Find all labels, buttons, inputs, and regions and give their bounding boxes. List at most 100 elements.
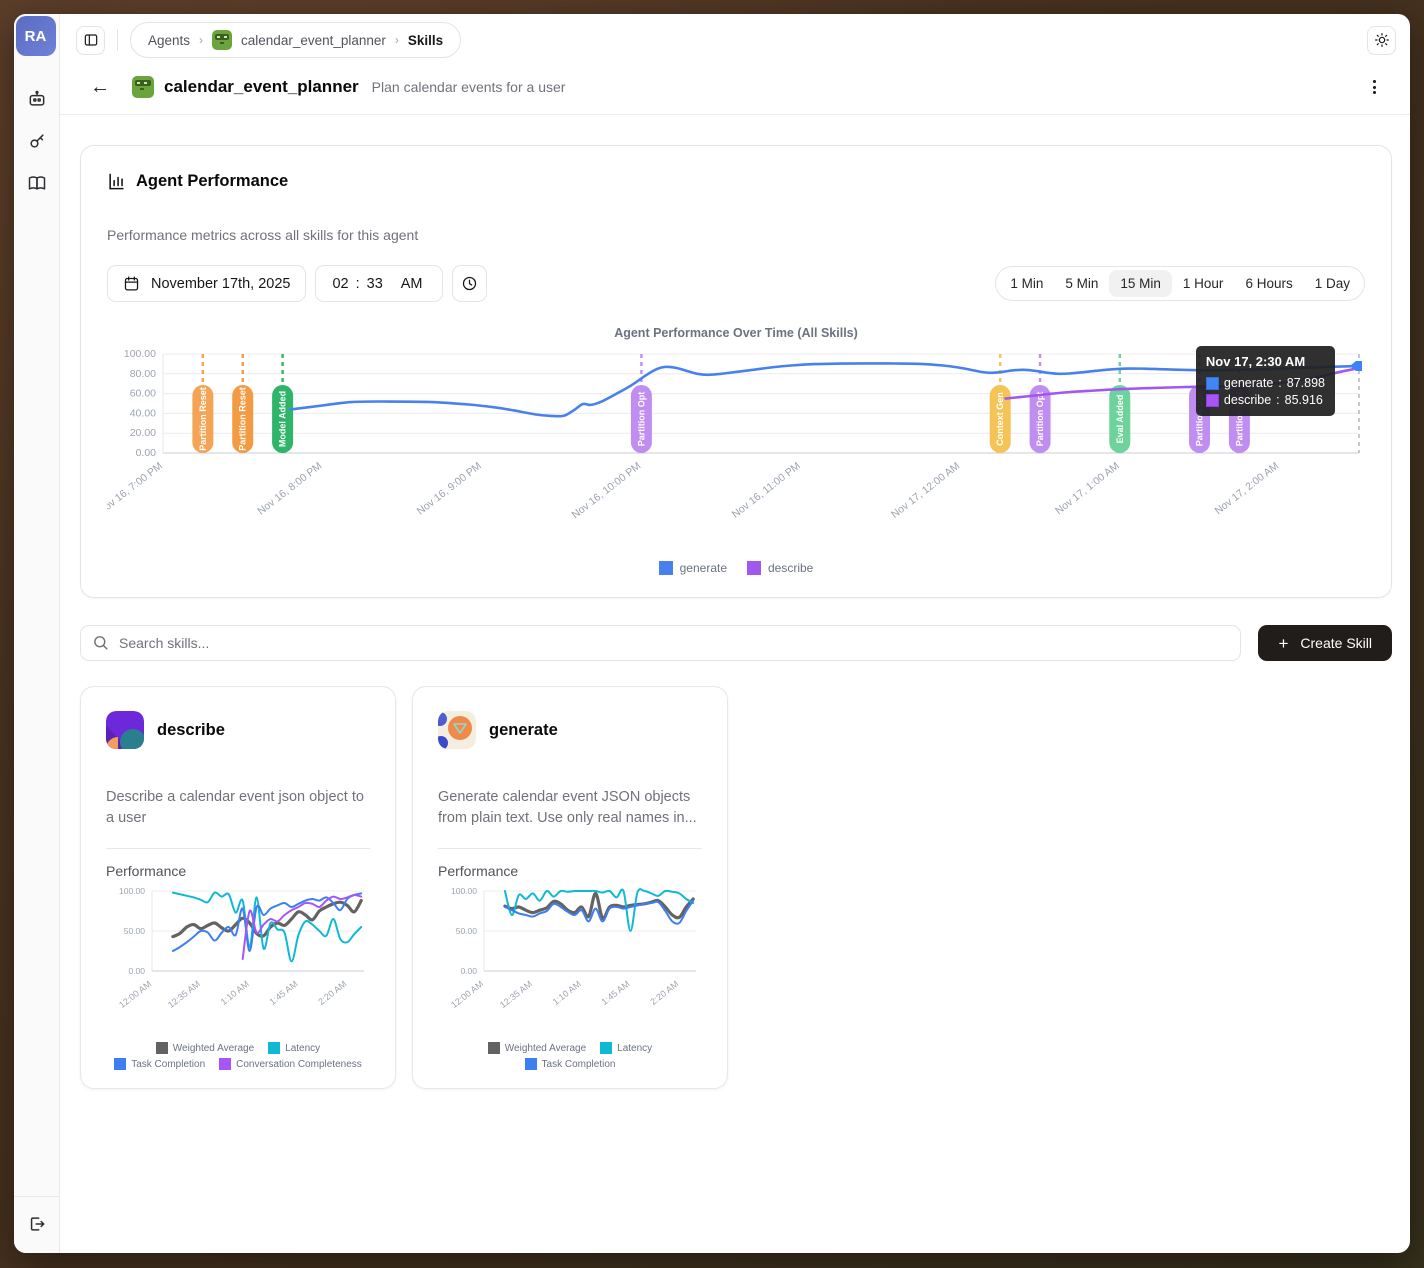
page-content: Agent Performance Performance metrics ac…: [60, 115, 1410, 1253]
svg-text:0.00: 0.00: [136, 447, 157, 459]
svg-text:20.00: 20.00: [130, 427, 156, 439]
svg-text:2:20 AM: 2:20 AM: [316, 979, 348, 1007]
svg-text:2:20 AM: 2:20 AM: [648, 979, 680, 1007]
chevron-right-icon: ›: [199, 33, 204, 47]
svg-text:0.00: 0.00: [460, 966, 477, 976]
mini-chart-label: Performance: [438, 863, 519, 879]
breadcrumb-agents[interactable]: Agents: [148, 32, 191, 48]
skill-cards: describe Describe a calendar event json …: [80, 686, 1392, 1089]
time-minute[interactable]: 33: [366, 275, 383, 292]
range-1-hour[interactable]: 1 Hour: [1182, 276, 1224, 291]
plus-icon: +: [1278, 633, 1289, 653]
svg-text:1:10 AM: 1:10 AM: [219, 979, 251, 1007]
svg-text:Nov 16, 11:00 PM: Nov 16, 11:00 PM: [730, 460, 803, 521]
svg-text:1:45 AM: 1:45 AM: [267, 979, 299, 1007]
date-value: November 17th, 2025: [151, 275, 291, 292]
sidebar-toggle-button[interactable]: [76, 25, 105, 55]
docs-nav-button[interactable]: [24, 170, 50, 196]
theme-toggle-button[interactable]: [1367, 25, 1396, 55]
svg-text:Context Gen: Context Gen: [995, 392, 1005, 446]
svg-text:100.00: 100.00: [119, 886, 145, 896]
agent-performance-card: Agent Performance Performance metrics ac…: [80, 145, 1392, 598]
range-5-min[interactable]: 5 Min: [1065, 276, 1099, 291]
svg-text:50.00: 50.00: [124, 926, 146, 936]
svg-text:12:00 AM: 12:00 AM: [117, 979, 153, 1010]
svg-text:100.00: 100.00: [451, 886, 477, 896]
svg-text:Model Added: Model Added: [278, 391, 288, 447]
sidebar: RA: [14, 14, 60, 1253]
back-button[interactable]: ←: [90, 76, 110, 98]
range-6-hours[interactable]: 6 Hours: [1245, 276, 1293, 291]
generate-skill-icon: [438, 711, 476, 749]
svg-text:Partition Opt: Partition Opt: [1195, 392, 1205, 447]
svg-text:Partition Opt: Partition Opt: [1234, 392, 1244, 447]
create-skill-button[interactable]: + Create Skill: [1258, 625, 1392, 661]
search-input[interactable]: [80, 625, 1242, 661]
skill-description: Describe a calendar event json object to…: [106, 789, 364, 827]
time-period[interactable]: AM: [400, 275, 423, 292]
agents-nav-button[interactable]: [24, 86, 50, 112]
range-15-min[interactable]: 15 Min: [1109, 270, 1172, 297]
page-subtitle: Plan calendar events for a user: [371, 79, 566, 95]
time-hour[interactable]: 02: [332, 275, 349, 292]
page-header: ← calendar_event_planner Plan calendar e…: [60, 64, 1410, 115]
range-1-day[interactable]: 1 Day: [1314, 276, 1350, 291]
agent-avatar-icon: [132, 76, 154, 98]
legend-item: Latency: [268, 1042, 320, 1054]
robot-icon: [29, 90, 44, 106]
svg-text:Nov 16, 8:00 PM: Nov 16, 8:00 PM: [255, 460, 324, 518]
panel-icon: [84, 34, 97, 46]
main-chart-wrap: 0.00 20.00 40.00 60.00 80.00 100.00 Nov 16, 7:…: [96, 344, 1367, 555]
svg-text:Partition Opt: Partition Opt: [636, 392, 646, 447]
range-1-min[interactable]: 1 Min: [1010, 276, 1044, 291]
main-chart-legend: generate describe: [107, 561, 1365, 575]
skill-name: describe: [157, 720, 225, 739]
breadcrumb-skills[interactable]: Skills: [407, 32, 444, 48]
svg-text:Eval Added: Eval Added: [1115, 395, 1125, 444]
date-picker-button[interactable]: November 17th, 2025: [107, 265, 307, 302]
svg-text:100.00: 100.00: [124, 348, 156, 360]
chevron-right-icon: ›: [394, 33, 399, 47]
legend-item: Conversation Completeness: [219, 1058, 362, 1070]
page-title: calendar_event_planner: [164, 77, 359, 96]
svg-text:1:45 AM: 1:45 AM: [599, 979, 631, 1007]
skill-card-describe[interactable]: describe Describe a calendar event json …: [80, 686, 396, 1089]
app-window: RA Agents ›: [14, 14, 1410, 1253]
legend-item: generate: [658, 561, 727, 575]
svg-text:Nov 17, 12:00 AM: Nov 17, 12:00 AM: [889, 460, 962, 521]
legend-item: Latency: [600, 1042, 652, 1054]
describe-skill-icon: [106, 711, 144, 749]
calendar-icon: [124, 276, 139, 291]
time-input[interactable]: 02 : 33 AM: [315, 265, 444, 302]
keys-nav-button[interactable]: [24, 128, 50, 154]
describe-chart-legend: Weighted Average Latency Task Completion Co…: [106, 1042, 370, 1070]
generate-chart-legend: Weighted Average Latency Task Completion: [438, 1042, 702, 1070]
logout-button[interactable]: [24, 1211, 50, 1237]
legend-item: Weighted Average: [155, 1042, 254, 1054]
agent-avatar-icon: [212, 30, 233, 50]
svg-text:Nov 16, 7:00 PM: Nov 16, 7:00 PM: [107, 460, 165, 518]
main-area: Agents › calendar_event_planner › Skills…: [60, 14, 1410, 1253]
svg-text:Nov 16, 9:00 PM: Nov 16, 9:00 PM: [415, 460, 484, 518]
describe-performance-chart: 0.00 50.00 100.00 12:00 AM 12:35 AM 1:10 AM 1:…: [117, 886, 364, 1010]
sun-icon: [1374, 33, 1389, 47]
time-picker-button[interactable]: [452, 265, 488, 302]
svg-text:Nov 17, 2:00 AM: Nov 17, 2:00 AM: [1213, 460, 1282, 517]
topbar: Agents › calendar_event_planner › Skills: [60, 14, 1410, 64]
bar-chart-icon: [109, 173, 124, 190]
agent-performance-chart[interactable]: 0.00 20.00 40.00 60.00 80.00 100.00 Nov 16, 7:…: [96, 344, 1367, 550]
svg-text:Partition Reset: Partition Reset: [238, 387, 248, 451]
more-options-button[interactable]: [1365, 76, 1384, 98]
skill-name: generate: [489, 720, 558, 739]
skills-toolbar: + Create Skill: [80, 625, 1392, 661]
user-avatar[interactable]: RA: [15, 16, 56, 56]
clock-icon: [463, 276, 477, 291]
legend-item: Task Completion: [524, 1058, 615, 1070]
skill-card-generate[interactable]: generate Generate calendar event JSON ob…: [412, 686, 728, 1089]
legend-item: Task Completion: [114, 1058, 205, 1070]
breadcrumb-agent[interactable]: calendar_event_planner: [241, 32, 386, 48]
svg-text:1:10 AM: 1:10 AM: [551, 979, 583, 1007]
book-icon: [28, 176, 45, 190]
svg-text:60.00: 60.00: [130, 388, 156, 400]
chart-title: Agent Performance Over Time (All Skills): [614, 326, 858, 340]
